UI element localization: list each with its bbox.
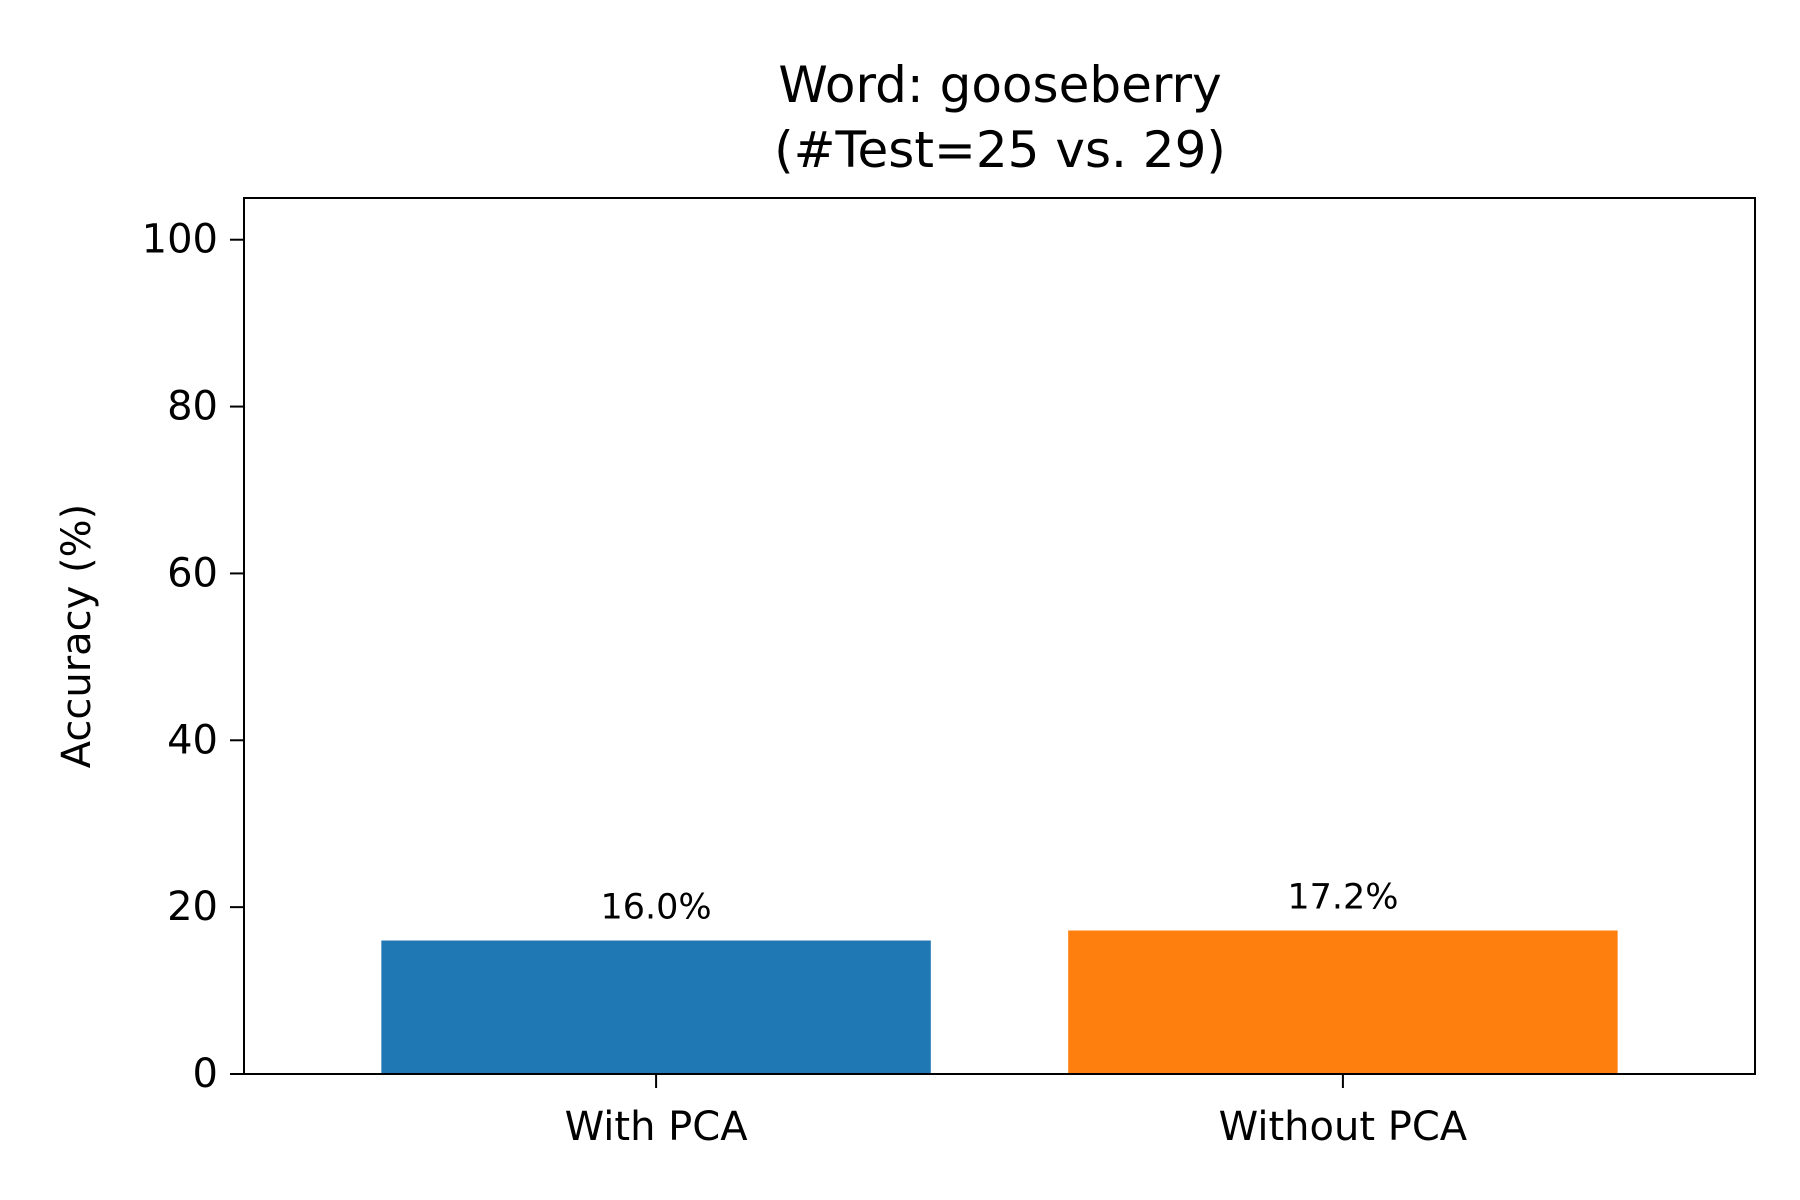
x-axis: With PCA Without PCA xyxy=(565,1074,1468,1150)
bar-value-label-1: 16.0% xyxy=(600,888,711,928)
y-tick-label-60: 60 xyxy=(167,550,218,596)
y-tick-label-80: 80 xyxy=(167,384,218,430)
y-axis-label: Accuracy (%) xyxy=(54,504,100,769)
x-tick-label-2: Without PCA xyxy=(1219,1104,1468,1150)
y-tick-label-0: 0 xyxy=(193,1051,218,1097)
plot-frame xyxy=(243,197,1756,1075)
value-labels-layer: 16.0% 17.2% xyxy=(600,878,1398,928)
bar-1 xyxy=(381,940,931,1074)
y-tick-label-40: 40 xyxy=(167,717,218,763)
y-tick-label-100: 100 xyxy=(142,217,218,263)
chart-title: Word: gooseberry xyxy=(778,56,1221,114)
y-axis: 0 20 40 60 80 100 xyxy=(142,217,244,1097)
chart-subtitle: (#Test=25 vs. 29) xyxy=(774,121,1226,179)
bar-2 xyxy=(1068,930,1618,1074)
bars-layer xyxy=(381,930,1618,1074)
y-tick-label-20: 20 xyxy=(167,884,218,930)
x-tick-label-1: With PCA xyxy=(565,1104,749,1150)
bar-value-label-2: 17.2% xyxy=(1287,878,1398,918)
